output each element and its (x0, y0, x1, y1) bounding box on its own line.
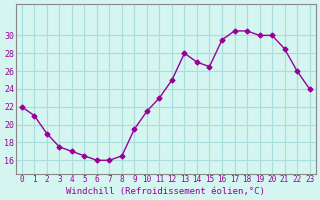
X-axis label: Windchill (Refroidissement éolien,°C): Windchill (Refroidissement éolien,°C) (66, 187, 265, 196)
